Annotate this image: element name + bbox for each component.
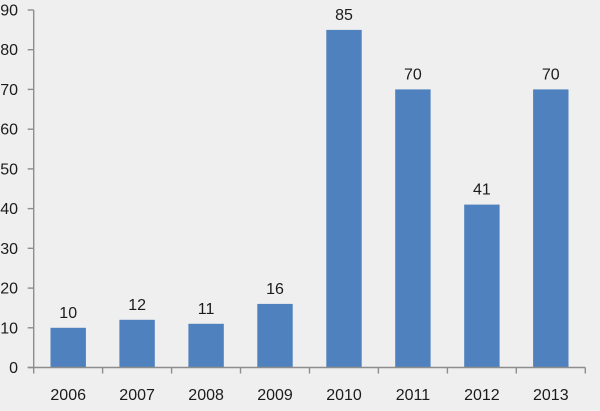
svg-text:2013: 2013 [533, 387, 569, 404]
svg-text:11: 11 [198, 301, 215, 318]
svg-text:2012: 2012 [464, 387, 500, 404]
svg-text:20: 20 [0, 281, 18, 298]
svg-text:2007: 2007 [119, 387, 155, 404]
svg-text:40: 40 [0, 201, 18, 218]
svg-text:85: 85 [335, 7, 353, 24]
svg-text:10: 10 [59, 305, 77, 322]
svg-text:70: 70 [0, 82, 18, 99]
svg-text:60: 60 [0, 122, 18, 139]
svg-text:2008: 2008 [188, 387, 224, 404]
svg-text:10: 10 [0, 320, 18, 337]
svg-text:41: 41 [473, 182, 491, 199]
svg-text:0: 0 [9, 360, 18, 377]
svg-text:70: 70 [542, 66, 560, 83]
svg-text:90: 90 [0, 3, 18, 20]
svg-text:50: 50 [0, 161, 18, 178]
svg-text:12: 12 [128, 297, 146, 314]
svg-text:70: 70 [404, 66, 422, 83]
svg-text:2010: 2010 [326, 387, 362, 404]
svg-text:30: 30 [0, 241, 18, 258]
svg-text:2006: 2006 [50, 387, 86, 404]
svg-text:16: 16 [266, 281, 284, 298]
svg-text:2009: 2009 [257, 387, 293, 404]
svg-text:2011: 2011 [396, 387, 431, 404]
svg-text:80: 80 [0, 42, 18, 59]
